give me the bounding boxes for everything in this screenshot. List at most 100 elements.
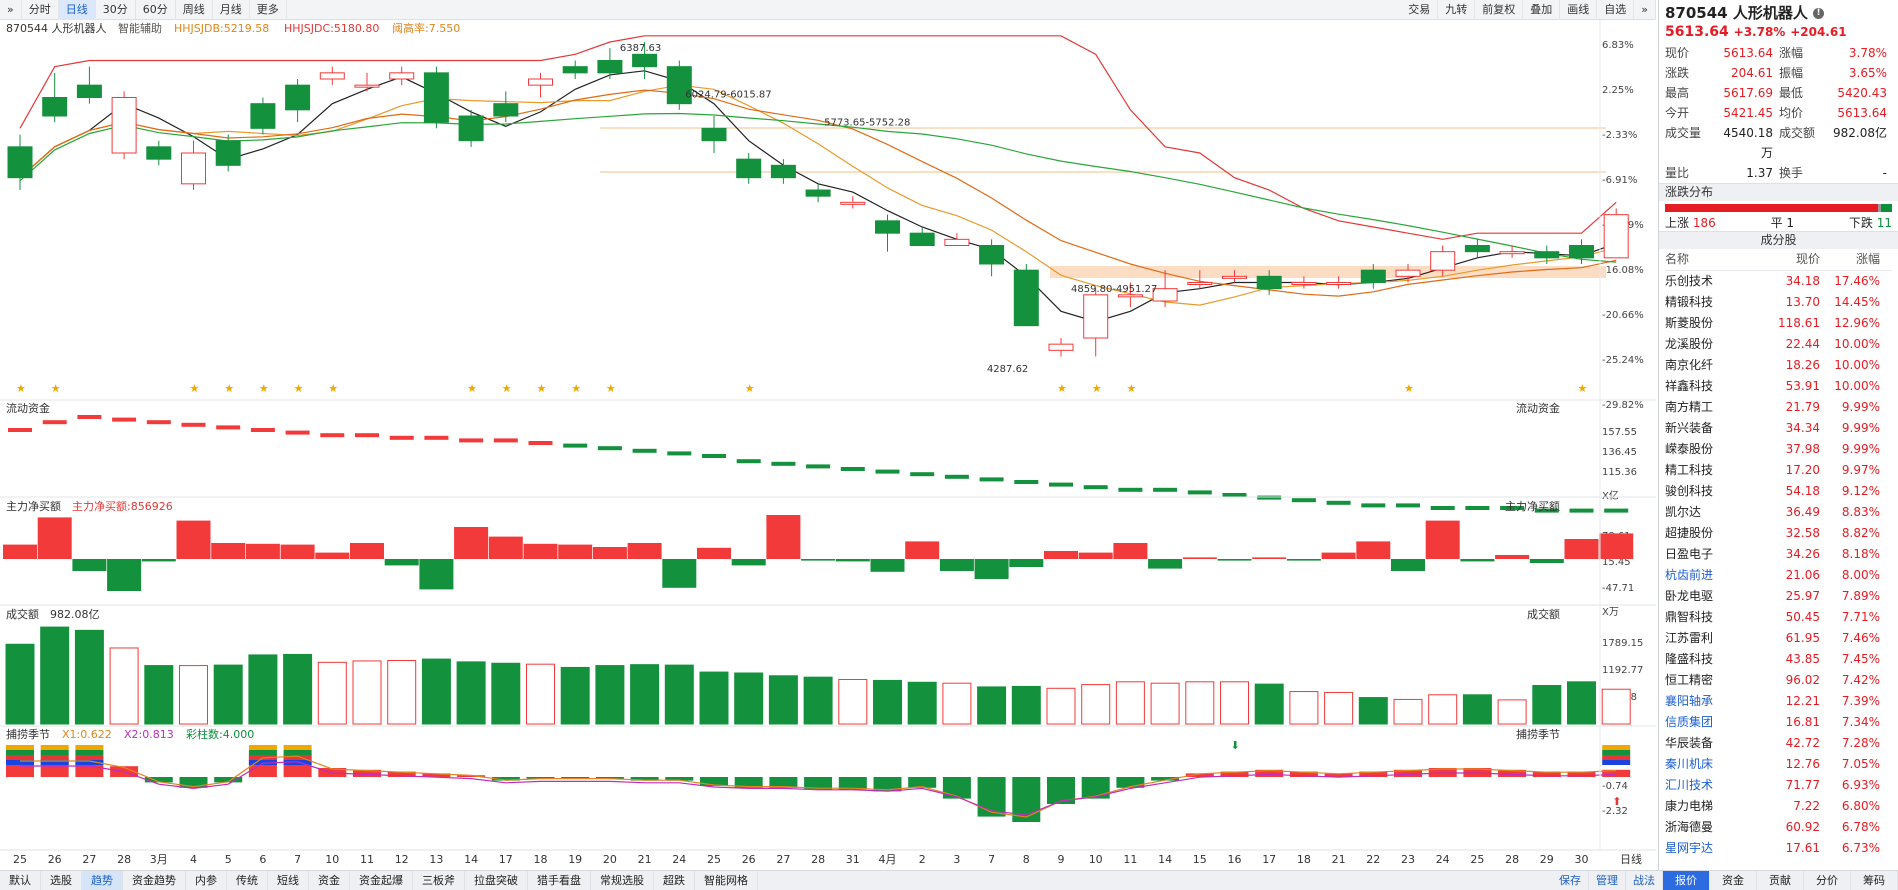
signal-star: ★ — [224, 382, 234, 395]
overlay-button[interactable]: 叠加 — [1523, 0, 1561, 20]
constituents-table: 名称 现价 涨幅 乐创技术 34.18 17.46% 精锻科技 13.70 14.45% 斯… — [1659, 249, 1898, 859]
strategy-tab[interactable]: 拉盘突破 — [465, 871, 528, 890]
stock-row[interactable]: 星网宇达 17.61 6.73% — [1665, 838, 1892, 859]
stock-row[interactable]: 汇川技术 71.77 6.93% — [1665, 775, 1892, 796]
panel-tab[interactable]: 分价 — [1804, 871, 1851, 890]
kline-chart[interactable]: 870544 人形机器人 智能辅助 HHJSJDB:5219.58 HHJSJDC:5… — [0, 20, 1656, 866]
stock-row[interactable]: 南方精工 21.79 9.99% — [1665, 397, 1892, 418]
flow-mark — [1049, 482, 1073, 487]
net-bar — [350, 543, 384, 559]
net-bar — [801, 559, 836, 561]
draw-line-button[interactable]: 画线 — [1560, 0, 1598, 20]
stock-row[interactable]: 鼎智科技 50.45 7.71% — [1665, 607, 1892, 628]
strategy-tab[interactable]: 猎手看盘 — [528, 871, 591, 890]
tab-30min[interactable]: 30分 — [96, 0, 136, 20]
strategy-tab[interactable]: 默认 — [0, 871, 41, 890]
stock-row[interactable]: 嵘泰股份 37.98 9.99% — [1665, 439, 1892, 460]
stock-row[interactable]: 凯尔达 36.49 8.83% — [1665, 502, 1892, 523]
nine-turn-button[interactable]: 九转 — [1438, 0, 1476, 20]
stock-row[interactable]: 杭齿前进 21.06 8.00% — [1665, 565, 1892, 586]
net-bar — [627, 543, 662, 559]
x-axis-label: 31 — [846, 853, 860, 866]
season-color-bar — [283, 750, 312, 755]
info-icon[interactable]: ! — [1813, 8, 1825, 19]
strategy-tab[interactable]: 三板斧 — [413, 871, 465, 890]
stock-row[interactable]: 卧龙电驱 25.97 7.89% — [1665, 586, 1892, 607]
stock-row[interactable]: 浙海德曼 60.92 6.78% — [1665, 817, 1892, 838]
flow-mark — [250, 428, 275, 432]
x-axis-label: 12 — [395, 853, 409, 866]
flow-axis-label: 157.55 — [1602, 427, 1637, 438]
net-bar — [1286, 559, 1321, 561]
hhjsjdb-label: HHJSJDB:5219.58 — [174, 22, 269, 35]
stock-row[interactable]: 康力电梯 7.22 6.80% — [1665, 796, 1892, 817]
stock-row[interactable]: 恒工精密 96.02 7.42% — [1665, 670, 1892, 691]
stock-name: 人形机器人 — [1732, 4, 1808, 22]
stock-row[interactable]: 祥鑫科技 53.91 10.00% — [1665, 376, 1892, 397]
stock-row[interactable]: 乐创技术 34.18 17.46% — [1665, 271, 1892, 292]
stock-row[interactable]: 秦川机床 12.76 7.05% — [1665, 754, 1892, 775]
candle-body — [215, 140, 241, 166]
strategy-tab[interactable]: 选股 — [41, 871, 82, 890]
col-price[interactable]: 现价 — [1795, 252, 1820, 266]
stock-row[interactable]: 新兴装备 34.34 9.99% — [1665, 418, 1892, 439]
net-panel-right-label: 主力净买额 — [1505, 499, 1560, 513]
strategy-tab[interactable]: 超跌 — [654, 871, 695, 890]
strategy-tab[interactable]: 内参 — [186, 871, 227, 890]
stock-row[interactable]: 信质集团 16.81 7.34% — [1665, 712, 1892, 733]
stock-row[interactable]: 精工科技 17.20 9.97% — [1665, 460, 1892, 481]
stock-row[interactable]: 骏创科技 54.18 9.12% — [1665, 481, 1892, 502]
panel-tab[interactable]: 资金 — [1710, 871, 1757, 890]
expand-icon[interactable]: » — [1634, 0, 1656, 20]
tab-more[interactable]: 更多 — [250, 0, 287, 20]
x-axis-label: 11 — [360, 853, 374, 866]
strategy-tab[interactable]: 传统 — [227, 871, 268, 890]
stock-change-cell: 7.34% — [1841, 715, 1880, 729]
trade-button[interactable]: 交易 — [1401, 0, 1439, 20]
stock-row[interactable]: 超捷股份 32.58 8.82% — [1665, 523, 1892, 544]
panel-tab[interactable]: 报价 — [1663, 871, 1710, 890]
strategy-tab[interactable]: 资金起爆 — [350, 871, 413, 890]
strategy-tab[interactable]: 资金趋势 — [123, 871, 186, 890]
collapse-icon[interactable]: » — [0, 0, 22, 20]
tab-monthly[interactable]: 月线 — [213, 0, 250, 20]
stock-row[interactable]: 襄阳轴承 12.21 7.39% — [1665, 691, 1892, 712]
chart-area[interactable]: 870544 人形机器人 智能辅助 HHJSJDB:5219.58 HHJSJDC:5… — [0, 20, 1656, 866]
col-change[interactable]: 涨幅 — [1855, 252, 1880, 266]
add-watchlist-button[interactable]: 自选 — [1597, 0, 1635, 20]
x-axis-label: 25 — [13, 853, 27, 866]
adjust-button[interactable]: 前复权 — [1475, 0, 1524, 20]
strategy-tab[interactable]: 智能网格 — [695, 871, 758, 890]
strategy-tab[interactable]: 短线 — [268, 871, 309, 890]
strategy-action-button[interactable]: 管理 — [1589, 871, 1626, 890]
tab-intraday[interactable]: 分时 — [22, 0, 59, 20]
tab-weekly[interactable]: 周线 — [176, 0, 213, 20]
x-axis-label: 6 — [259, 853, 266, 866]
candle-body — [770, 164, 796, 179]
flow-mark — [77, 415, 102, 419]
signal-star: ★ — [1057, 382, 1067, 395]
col-name[interactable]: 名称 — [1665, 252, 1690, 266]
x-axis-label: 15 — [1193, 853, 1207, 866]
stock-row[interactable]: 龙溪股份 22.44 10.00% — [1665, 334, 1892, 355]
strategy-tab[interactable]: 趋势 — [82, 871, 123, 890]
panel-tab[interactable]: 贡献 — [1757, 871, 1804, 890]
stock-row[interactable]: 隆盛科技 43.85 7.45% — [1665, 649, 1892, 670]
strategy-tab[interactable]: 常规选股 — [591, 871, 654, 890]
x-axis-label: 7 — [988, 853, 995, 866]
stock-row[interactable]: 华辰装备 42.72 7.28% — [1665, 733, 1892, 754]
stock-row[interactable]: 江苏雷利 61.95 7.46% — [1665, 628, 1892, 649]
season-color-bar — [1602, 745, 1631, 750]
panel-tab[interactable]: 筹码 — [1851, 871, 1898, 890]
strategy-action-button[interactable]: 保存 — [1552, 871, 1589, 890]
stock-row[interactable]: 日盈电子 34.26 8.18% — [1665, 544, 1892, 565]
stock-row[interactable]: 南京化纤 18.26 10.00% — [1665, 355, 1892, 376]
strategy-action-button[interactable]: 战法 — [1626, 871, 1663, 890]
stock-row[interactable]: 斯菱股份 118.61 12.96% — [1665, 313, 1892, 334]
strategy-tab[interactable]: 资金 — [309, 871, 350, 890]
tab-daily[interactable]: 日线 — [58, 0, 96, 20]
volume-bar — [1220, 681, 1249, 725]
stock-row[interactable]: 精锻科技 13.70 14.45% — [1665, 292, 1892, 313]
x-axis-label: 29 — [1540, 853, 1554, 866]
tab-60min[interactable]: 60分 — [136, 0, 176, 20]
